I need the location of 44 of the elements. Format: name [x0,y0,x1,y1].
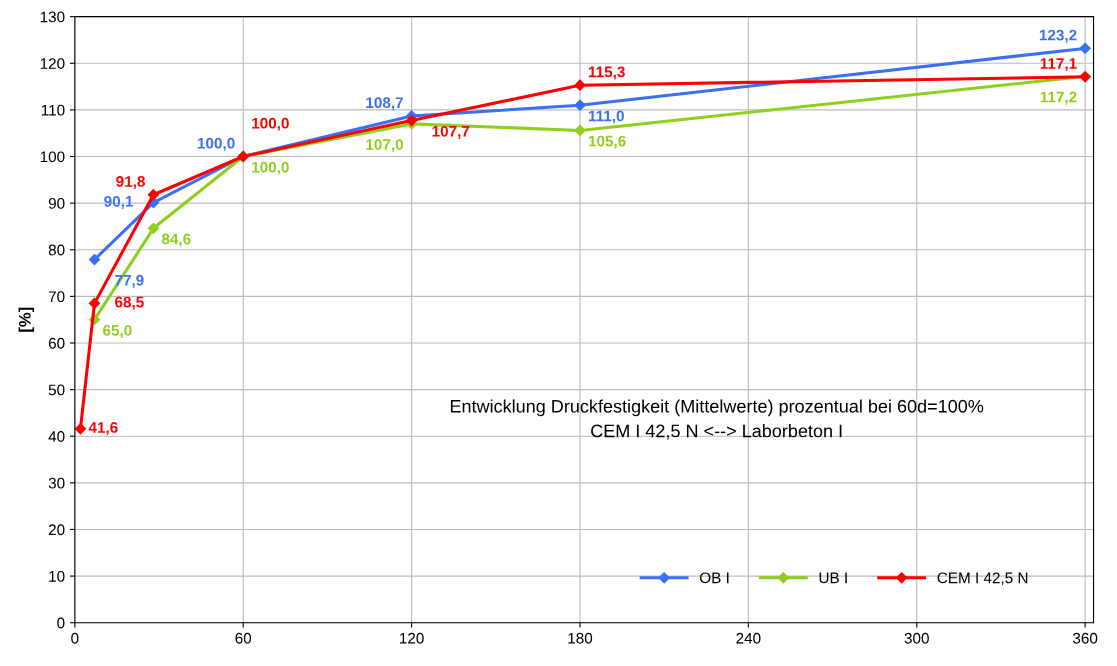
x-tick-label: 360 [1072,632,1098,644]
legend-label: UB I [819,572,847,584]
y-tick-label: 10 [49,570,65,582]
data-label: 108,7 [366,97,403,111]
data-label: 84,6 [161,233,191,247]
data-label: 90,1 [104,195,133,209]
text: Entwicklung Druckfestigkeit (Mittelwerte) prozentual bei 60d=100% CEM I 42,5 N <--> Laborbeton I [450,399,984,440]
data-label: 100,0 [197,137,235,151]
y-tick-label: 70 [48,291,65,303]
y-tick-label: 20 [48,524,65,536]
data-label: 107,7 [432,125,470,139]
data-label: 105,6 [588,135,626,149]
y-tick-label: 0 [57,617,65,629]
x-tick-label: 120 [400,632,424,644]
data-label: 123,2 [1039,29,1077,43]
legend-label: CEM I 42,5 N [937,572,1028,586]
x-tick-label: 60 [235,632,252,644]
y-tick-label: 80 [48,244,65,256]
data-label: 100,0 [252,117,289,131]
data-label: 68,5 [115,296,144,310]
data-label: 91,8 [116,176,145,190]
y-tick-label: 60 [48,337,65,349]
x-tick-label: 180 [568,632,593,644]
data-label: 100,0 [252,161,289,175]
y-tick-label: 110 [41,104,65,116]
data-label: 65,0 [103,324,132,338]
y-tick-label: 90 [48,198,65,209]
x-tick-label: 300 [904,632,929,644]
data-label: 111,0 [588,110,624,124]
data-label: 115,3 [588,66,625,80]
y-tick-label: 30 [48,477,65,489]
data-label: 41,6 [88,422,118,436]
y-axis-title: [%] [18,307,35,332]
x-tick-label: 0 [71,632,79,644]
x-tick-label: 240 [736,632,761,644]
y-tick-label: 120 [40,58,65,69]
data-label: 117,1 [1040,58,1077,72]
y-tick-label: 40 [48,431,65,442]
data-label: 117,2 [1040,91,1077,105]
y-tick-label: 100 [40,151,65,163]
y-tick-label: 130 [40,11,65,23]
data-label: 107,0 [366,139,403,153]
legend-label: OB I [700,572,729,584]
y-tick-label: 50 [48,384,65,396]
